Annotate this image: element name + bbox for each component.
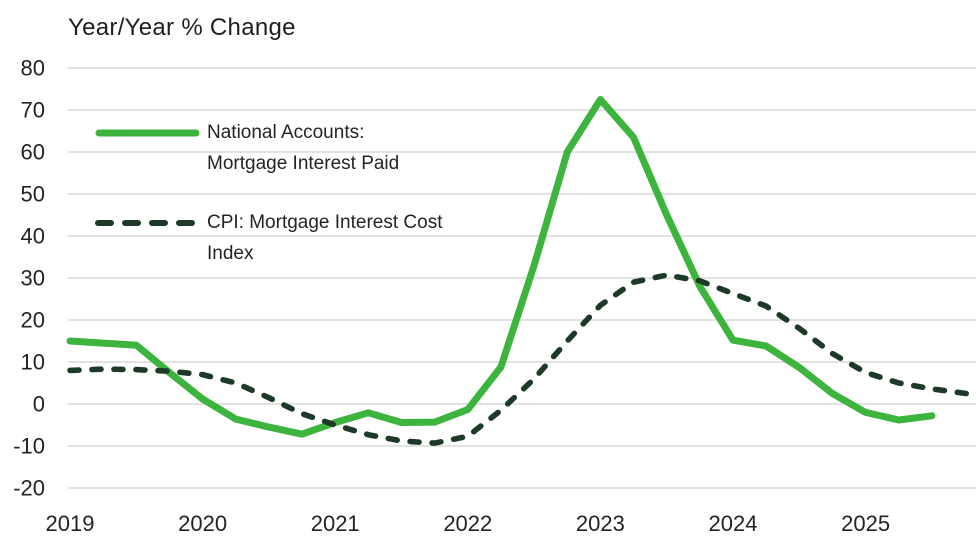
legend-label-line: CPI: Mortgage Interest Cost bbox=[207, 212, 443, 233]
legend-label-line: Index bbox=[207, 243, 254, 264]
x-axis-tick-label: 2025 bbox=[841, 511, 890, 536]
legend-item-national-accounts: National Accounts: Mortgage Interest Pai… bbox=[95, 117, 443, 179]
legend-label: National Accounts: Mortgage Interest Pai… bbox=[207, 117, 399, 179]
y-axis-tick-label: 0 bbox=[33, 392, 45, 417]
dashed-line-swatch-icon bbox=[95, 220, 200, 226]
legend-label-line: National Accounts: bbox=[207, 122, 365, 143]
series-line-cpi bbox=[67, 272, 979, 446]
y-axis-tick-label: 50 bbox=[21, 182, 45, 207]
series-lines bbox=[66, 96, 979, 446]
y-axis-tick-label: 20 bbox=[21, 308, 45, 333]
chart-legend: National Accounts: Mortgage Interest Pai… bbox=[95, 117, 443, 269]
legend-label: CPI: Mortgage Interest Cost Index bbox=[207, 207, 443, 269]
legend-item-cpi: CPI: Mortgage Interest Cost Index bbox=[95, 207, 443, 269]
y-axis-tick-label: 60 bbox=[21, 140, 45, 165]
y-axis-tick-label: 10 bbox=[21, 350, 45, 375]
x-axis-tick-label: 2019 bbox=[46, 511, 95, 536]
x-axis-tick-label: 2021 bbox=[311, 511, 360, 536]
legend-label-line: Mortgage Interest Paid bbox=[207, 153, 400, 174]
y-axis-tick-label: 30 bbox=[21, 266, 45, 291]
y-axis-tick-label: 40 bbox=[21, 224, 45, 249]
chart-title: Year/Year % Change bbox=[68, 14, 296, 41]
x-axis-tick-label: 2023 bbox=[576, 511, 625, 536]
y-axis-tick-label: 70 bbox=[21, 98, 45, 123]
y-axis-tick-label: -20 bbox=[13, 476, 45, 501]
y-axis-tick-label: -10 bbox=[13, 434, 45, 459]
gridlines bbox=[68, 67, 976, 489]
y-axis-tick-label: 80 bbox=[21, 56, 45, 81]
series-line-national-accounts bbox=[66, 96, 936, 438]
solid-line-swatch-icon bbox=[95, 129, 200, 137]
x-axis-tick-label: 2024 bbox=[709, 511, 758, 536]
x-axis-tick-label: 2022 bbox=[443, 511, 492, 536]
x-axis-tick-label: 2020 bbox=[178, 511, 227, 536]
